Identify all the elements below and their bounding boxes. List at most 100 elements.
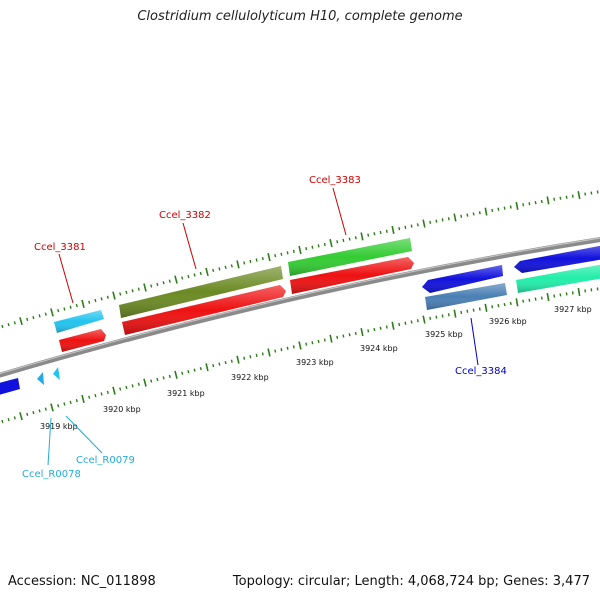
lower-tick-78 [472, 308, 475, 312]
lower-tick-67 [404, 321, 407, 325]
label-leaders [47, 187, 479, 466]
lower-tick-77 [466, 309, 469, 313]
lower-tick-56 [336, 335, 339, 339]
upper-tick-57 [342, 238, 345, 243]
leader-ccel-r0078 [47, 417, 52, 466]
scale-label-3926: 3926 kbp [489, 317, 527, 326]
upper-tick-25 [143, 283, 147, 292]
lower-tick-28 [162, 376, 165, 380]
upper-tick-19 [106, 295, 109, 299]
lower-tick-27 [156, 377, 159, 382]
gene-ccel-r0078[interactable] [37, 372, 44, 385]
upper-tick-32 [187, 274, 190, 279]
upper-tick-67 [404, 225, 407, 229]
lower-tick-55 [329, 334, 333, 343]
leader-ccel-3383 [332, 187, 347, 236]
scale-label-3919: 3919 kbp [40, 422, 78, 431]
upper-tick-69 [416, 223, 419, 227]
lower-tick-95 [577, 287, 581, 297]
lower-tick-18 [100, 392, 103, 396]
upper-tick-94 [571, 194, 574, 198]
upper-tick-70 [422, 219, 426, 228]
lower-tick-64 [385, 325, 388, 329]
upper-tick-48 [286, 251, 289, 255]
lower-tick-39 [230, 359, 233, 363]
upper-tick-85 [515, 201, 519, 210]
scale-label-3922: 3922 kbp [231, 373, 269, 382]
upper-tick-51 [305, 246, 308, 251]
leader-ccel-3382 [182, 222, 197, 270]
leader-ccel-3384 [470, 317, 479, 366]
gene-ccel-r0079[interactable] [53, 367, 60, 380]
upper-tick-42 [249, 259, 252, 264]
lower-tick-15 [81, 394, 85, 404]
genome-backbone [0, 237, 600, 378]
upper-tick-5 [19, 317, 23, 326]
lower-tick-87 [528, 298, 531, 302]
upper-tick-47 [280, 252, 283, 256]
lower-tick-7 [32, 411, 35, 415]
lower-tick-36 [212, 364, 215, 368]
upper-tick-8 [38, 314, 41, 318]
lower-tick-86 [522, 299, 525, 303]
lower-tick-75 [453, 309, 457, 318]
lower-tick-35 [205, 363, 209, 372]
upper-tick-73 [441, 218, 444, 222]
map-title: Clostridium cellulolyticum H10, complete… [137, 9, 463, 24]
lower-tick-89 [540, 296, 543, 300]
upper-tick-14 [75, 303, 78, 308]
lower-tick-3 [7, 418, 10, 422]
lower-tick-68 [410, 320, 413, 324]
upper-tick-90 [546, 196, 550, 205]
gene-features [0, 238, 600, 396]
label-ccel-3382: Ccel_3382 [159, 210, 211, 221]
upper-tick-55 [329, 239, 333, 248]
lower-tick-81 [491, 305, 494, 309]
scale-label-3927: 3927 kbp [554, 305, 592, 314]
upper-tick-65 [391, 225, 395, 234]
lower-tick-16 [88, 395, 91, 399]
upper-tick-59 [354, 236, 357, 240]
upper-tick-43 [255, 258, 258, 262]
lower-tick-12 [63, 402, 66, 406]
leader-ccel-3381 [58, 253, 74, 304]
upper-tick-46 [274, 254, 277, 258]
upper-tick-58 [348, 237, 351, 241]
upper-tick-21 [119, 292, 122, 296]
lower-tick-51 [305, 342, 308, 346]
lower-tick-53 [317, 339, 320, 344]
lower-tick-76 [460, 310, 463, 315]
upper-tick-89 [540, 199, 543, 204]
lower-tick-26 [150, 379, 153, 383]
lower-tick-85 [515, 298, 519, 307]
upper-tick-81 [491, 208, 494, 213]
upper-tick-10 [50, 308, 54, 317]
label-ccel-r0079: Ccel_R0079 [76, 455, 135, 466]
upper-tick-20 [112, 291, 116, 300]
lower-tick-79 [478, 307, 481, 311]
upper-tick-41 [243, 261, 246, 265]
upper-tick-91 [553, 197, 556, 201]
lower-tick-73 [441, 314, 444, 318]
lower-tick-23 [131, 384, 134, 388]
lower-tick-58 [348, 333, 351, 337]
upper-tick-3 [7, 323, 10, 327]
lower-tick-30 [174, 370, 178, 379]
scale-label-3924: 3924 kbp [360, 344, 398, 353]
label-ccel-3381: Ccel_3381 [34, 242, 86, 253]
label-ccel-3383: Ccel_3383 [309, 175, 361, 186]
upper-tick-35 [205, 267, 209, 276]
lower-tick-49 [292, 345, 295, 349]
lower-tick-45 [267, 348, 271, 357]
scale-labels: 3919 kbp 3920 kbp 3921 kbp 3922 kbp 3923… [40, 305, 592, 431]
upper-tick-28 [162, 281, 165, 285]
upper-tick-9 [44, 312, 47, 316]
upper-tick-74 [447, 217, 450, 221]
gene-partial-blue-left[interactable] [0, 378, 20, 396]
lower-tick-90 [546, 292, 550, 302]
lower-tick-43 [255, 353, 258, 357]
lower-tick-9 [44, 407, 47, 411]
upper-tick-93 [565, 195, 568, 199]
lower-tick-10 [50, 403, 54, 412]
upper-tick-4 [13, 321, 16, 325]
